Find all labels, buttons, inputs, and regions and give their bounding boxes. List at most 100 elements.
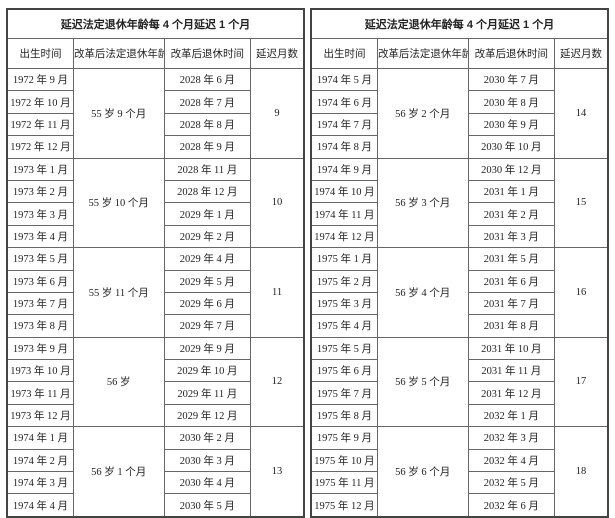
- column-header: 改革后法定退休年龄: [72, 38, 165, 69]
- birth-date: 1973 年 12 月: [6, 403, 74, 428]
- birth-date: 1974 年 3 月: [6, 471, 74, 495]
- data-row: 1973 年 7 月 2029 年 6 月: [6, 291, 304, 316]
- data-row: 1975 年 7 月 2031 年 12 月: [310, 381, 608, 405]
- retirement-date: 2029 年 10 月: [163, 359, 252, 383]
- retirement-date: 2030 年 10 月: [467, 135, 556, 159]
- column-header: 出生时间: [6, 38, 74, 69]
- retirement-date: 2031 年 6 月: [467, 269, 556, 293]
- retirement-age: 56 岁: [72, 336, 165, 428]
- birth-date: 1972 年 10 月: [6, 90, 74, 114]
- retirement-date: 2032 年 6 月: [467, 493, 556, 518]
- retirement-date: 2031 年 11 月: [467, 359, 556, 383]
- birth-date: 1975 年 5 月: [310, 336, 378, 361]
- birth-date: 1972 年 11 月: [6, 112, 74, 137]
- birth-date: 1975 年 3 月: [310, 291, 378, 316]
- data-row: 1974 年 5 月 56 岁 2 个月 2030 年 7 月 14: [310, 67, 609, 159]
- birth-date: 1974 年 5 月: [310, 67, 378, 92]
- retirement-date: 2030 年 7 月: [467, 67, 556, 92]
- delay-months: 9: [250, 68, 305, 159]
- birth-date: 1974 年 2 月: [6, 448, 74, 473]
- retirement-date: 2028 年 8 月: [163, 112, 252, 137]
- retirement-table: 延迟法定退休年龄每 4 个月延迟 1 个月 出生时间 改革后法定退休年龄 改革后退休时…: [6, 8, 305, 518]
- data-row: 1975 年 1 月 56 岁 4 个月 2031 年 5 月 16: [310, 247, 609, 338]
- data-row: 1973 年 3 月 2029 年 1 月: [6, 202, 304, 226]
- retirement-date: 2032 年 4 月: [467, 448, 556, 473]
- data-row: 1975 年 6 月 2031 年 11 月: [310, 359, 608, 383]
- retirement-age: 56 岁 1 个月: [72, 426, 165, 518]
- header-row: 出生时间 改革后法定退休年龄 改革后退休时间 延迟月数: [310, 38, 609, 69]
- birth-date: 1973 年 10 月: [6, 359, 74, 383]
- retirement-date: 2029 年 11 月: [163, 381, 252, 405]
- data-row: 1973 年 12 月 2029 年 12 月: [6, 403, 304, 428]
- delay-months: 15: [554, 157, 609, 249]
- retirement-date: 2030 年 5 月: [163, 493, 252, 518]
- retirement-date: 2031 年 3 月: [467, 224, 556, 249]
- retirement-date: 2032 年 3 月: [467, 426, 556, 450]
- data-row: 1975 年 3 月 2031 年 7 月: [310, 291, 608, 316]
- retirement-date: 2031 年 2 月: [467, 202, 556, 226]
- birth-date: 1975 年 8 月: [310, 403, 378, 428]
- data-row: 1973 年 5 月 55 岁 11 个月 2029 年 4 月 11: [6, 247, 305, 338]
- data-row: 1973 年 6 月 2029 年 5 月: [6, 269, 304, 293]
- retirement-date: 2028 年 7 月: [163, 90, 252, 114]
- birth-date: 1975 年 4 月: [310, 314, 378, 338]
- birth-date: 1973 年 3 月: [6, 202, 74, 226]
- data-row: 1975 年 4 月 2031 年 8 月: [310, 314, 608, 338]
- retirement-date: 2031 年 8 月: [467, 314, 556, 338]
- retirement-age: 56 岁 6 个月: [376, 426, 469, 518]
- data-row: 1975 年 9 月 56 岁 6 个月 2032 年 3 月 18: [310, 426, 609, 518]
- data-row: 1973 年 4 月 2029 年 2 月: [6, 224, 304, 249]
- delay-months: 13: [250, 426, 305, 518]
- data-row: 1975 年 5 月 56 岁 5 个月 2031 年 10 月 17: [310, 336, 609, 428]
- data-row: 1974 年 11 月 2031 年 2 月: [310, 202, 608, 226]
- birth-date: 1974 年 8 月: [310, 135, 378, 159]
- retirement-date: 2028 年 12 月: [163, 179, 252, 204]
- delay-months: 10: [250, 157, 305, 249]
- retirement-date: 2032 年 5 月: [467, 471, 556, 495]
- birth-date: 1973 年 5 月: [6, 247, 74, 271]
- page: 延迟法定退休年龄每 4 个月延迟 1 个月 出生时间 改革后法定退休年龄 改革后退休时…: [6, 8, 609, 518]
- birth-date: 1974 年 7 月: [310, 112, 378, 137]
- birth-date: 1975 年 11 月: [310, 471, 378, 495]
- data-row: 1974 年 8 月 2030 年 10 月: [310, 135, 608, 159]
- birth-date: 1973 年 2 月: [6, 179, 74, 204]
- retirement-date: 2029 年 12 月: [163, 403, 252, 428]
- birth-date: 1974 年 9 月: [310, 157, 378, 181]
- data-row: 1973 年 10 月 2029 年 10 月: [6, 359, 304, 383]
- retirement-date: 2029 年 9 月: [163, 336, 252, 361]
- delay-months: 16: [554, 247, 609, 338]
- column-header: 延迟月数: [250, 38, 305, 69]
- column-header: 改革后法定退休年龄: [376, 38, 469, 69]
- retirement-date: 2030 年 3 月: [163, 448, 252, 473]
- birth-date: 1974 年 10 月: [310, 179, 378, 204]
- retirement-date: 2031 年 12 月: [467, 381, 556, 405]
- retirement-date: 2031 年 10 月: [467, 336, 556, 361]
- delay-months: 18: [554, 426, 609, 518]
- birth-date: 1973 年 11 月: [6, 381, 74, 405]
- data-row: 1972 年 10 月 2028 年 7 月: [6, 90, 304, 114]
- data-row: 1973 年 8 月 2029 年 7 月: [6, 314, 304, 338]
- delay-months: 14: [554, 68, 609, 159]
- retirement-date: 2030 年 2 月: [163, 426, 252, 450]
- delay-months: 17: [554, 336, 609, 428]
- birth-date: 1973 年 6 月: [6, 269, 74, 293]
- birth-date: 1974 年 12 月: [310, 224, 378, 249]
- retirement-date: 2029 年 5 月: [163, 269, 252, 293]
- retirement-date: 2031 年 5 月: [467, 247, 556, 271]
- birth-date: 1975 年 12 月: [310, 493, 378, 518]
- retirement-date: 2029 年 4 月: [163, 247, 252, 271]
- retirement-age: 56 岁 5 个月: [376, 336, 469, 428]
- retirement-date: 2030 年 8 月: [467, 90, 556, 114]
- retirement-date: 2030 年 9 月: [467, 112, 556, 137]
- birth-date: 1974 年 4 月: [6, 493, 74, 518]
- retirement-date: 2029 年 2 月: [163, 224, 252, 249]
- birth-date: 1975 年 10 月: [310, 448, 378, 473]
- data-row: 1973 年 2 月 2028 年 12 月: [6, 179, 304, 204]
- birth-date: 1974 年 1 月: [6, 426, 74, 450]
- birth-date: 1975 年 1 月: [310, 247, 378, 271]
- retirement-age: 55 岁 9 个月: [72, 68, 165, 159]
- birth-date: 1973 年 4 月: [6, 224, 74, 249]
- retirement-date: 2029 年 6 月: [163, 291, 252, 316]
- birth-date: 1975 年 9 月: [310, 426, 378, 450]
- data-row: 1972 年 11 月 2028 年 8 月: [6, 112, 304, 137]
